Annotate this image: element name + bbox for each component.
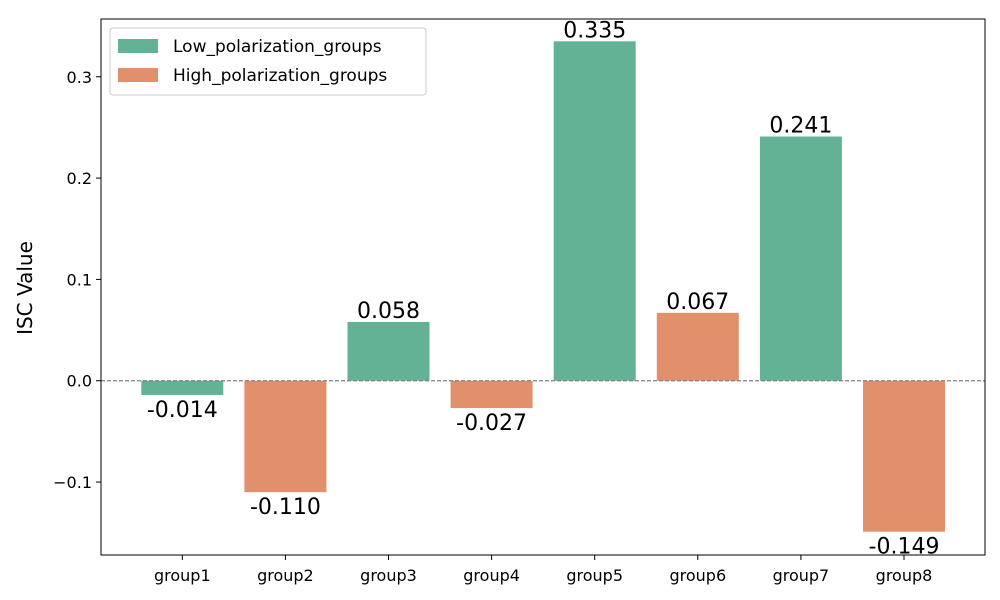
- legend-label-Low_polarization_groups: Low_polarization_groups: [173, 37, 382, 57]
- x-tick-label-group4: group4: [463, 566, 520, 585]
- y-tick-label: −0.1: [53, 473, 92, 492]
- x-tick-label-group7: group7: [773, 566, 830, 585]
- data-labels-layer: -0.014-0.1100.058-0.0270.3350.0670.241-0…: [147, 18, 940, 559]
- bar-group6: [656, 312, 739, 381]
- x-tick-label-group3: group3: [360, 566, 417, 585]
- bars-layer: [141, 41, 945, 532]
- bar-group1: [141, 380, 224, 395]
- legend-box: [109, 27, 427, 96]
- data-label-group2: -0.110: [250, 495, 321, 520]
- bar-group8: [863, 380, 945, 532]
- y-tick-label: 0.1: [67, 270, 92, 289]
- x-tick-label-group5: group5: [566, 566, 623, 585]
- data-label-group7: 0.241: [769, 114, 832, 139]
- data-label-group6: 0.067: [666, 290, 729, 315]
- bar-group2: [244, 380, 327, 493]
- bar-group5: [553, 41, 636, 381]
- x-tick-label-group6: group6: [669, 566, 726, 585]
- y-tick-label: 0.3: [67, 68, 92, 87]
- data-label-group4: -0.027: [456, 411, 527, 436]
- legend-swatch-Low_polarization_groups: [118, 39, 158, 53]
- plot-area-frame: [100, 18, 986, 556]
- data-label-group1: -0.014: [147, 398, 218, 423]
- y-axis: −0.1 0.0 0.1 0.2 0.3: [53, 68, 101, 492]
- x-tick-label-group1: group1: [154, 566, 211, 585]
- bar-group3: [347, 321, 430, 381]
- legend-swatch-High_polarization_groups: [118, 68, 158, 82]
- bar-group7: [759, 136, 842, 381]
- y-tick-label: 0.0: [67, 372, 92, 391]
- legend: Low_polarization_groups High_polarization…: [109, 27, 427, 96]
- x-tick-label-group8: group8: [876, 566, 933, 585]
- x-tick-label-group2: group2: [257, 566, 314, 585]
- x-axis: group1 group2 group3 group4 group5 group6 grou…: [154, 555, 932, 585]
- legend-label-High_polarization_groups: High_polarization_groups: [173, 66, 387, 86]
- y-axis-title: ISC Value: [13, 241, 37, 335]
- data-label-group5: 0.335: [563, 18, 626, 43]
- y-tick-label: 0.2: [67, 169, 92, 188]
- data-label-group3: 0.058: [357, 299, 420, 324]
- bar-group4: [450, 380, 533, 409]
